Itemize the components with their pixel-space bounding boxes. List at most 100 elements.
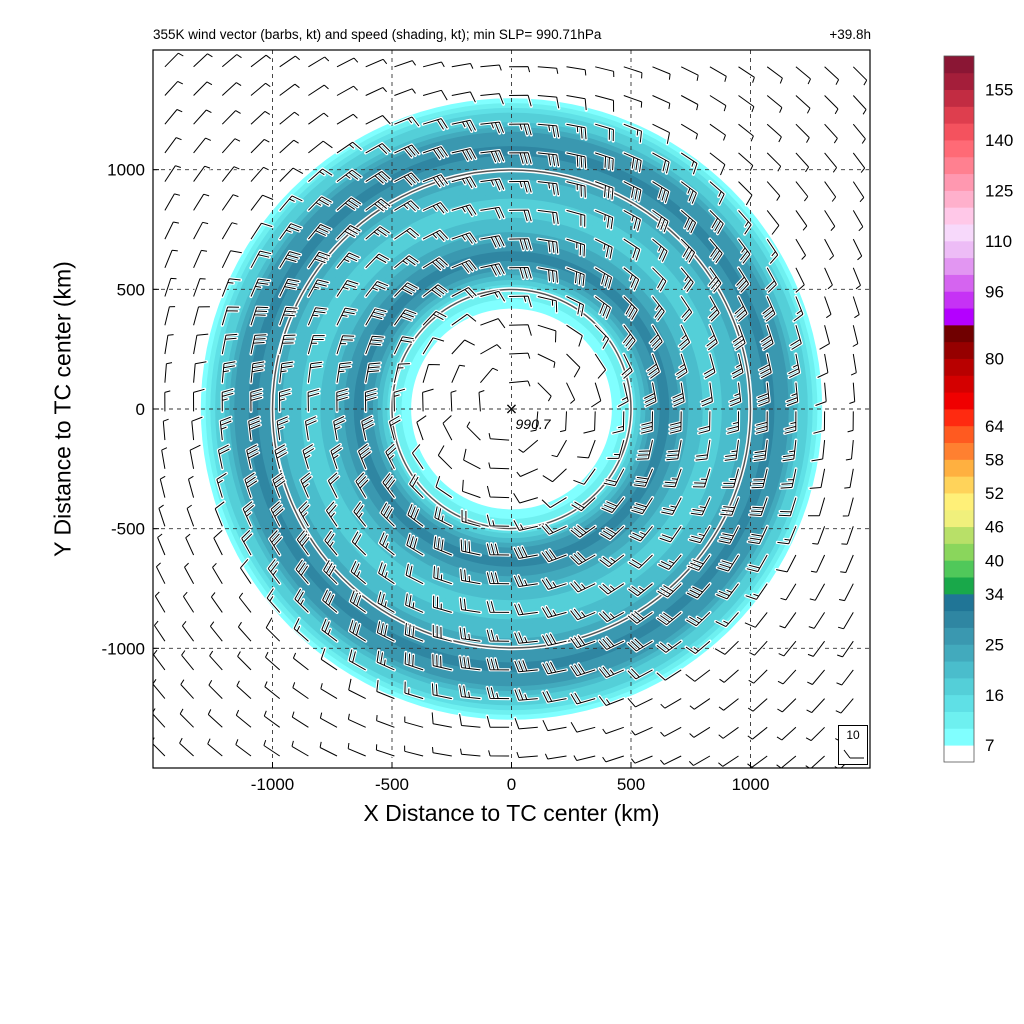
wind-barb: [804, 754, 827, 768]
wind-barb: [220, 332, 239, 356]
wind-barb-line: [336, 307, 357, 326]
wind-barb: [794, 93, 812, 115]
wind-barb-line: [209, 621, 223, 642]
wind-barb-line: [509, 209, 532, 222]
colorbar-tick-label: 58: [985, 450, 1004, 469]
wind-barb-line: [330, 444, 342, 469]
wind-barb: [622, 208, 642, 233]
wind-barb: [375, 649, 396, 672]
wind-barb: [507, 151, 533, 166]
wind-barb: [392, 387, 407, 413]
colorbar-tick-label: 80: [985, 350, 1004, 369]
wind-barb: [405, 532, 425, 557]
wind-barb-line: [627, 638, 653, 652]
wind-barb: [335, 278, 360, 299]
wind-barb: [834, 668, 855, 687]
wind-barb: [478, 234, 506, 249]
wind-barb-line: [509, 295, 532, 308]
y-tick-label: 500: [117, 280, 145, 299]
wind-barb: [564, 208, 587, 229]
wind-barb: [459, 538, 482, 557]
wind-barb-line: [736, 267, 750, 293]
wind-barb: [181, 590, 196, 614]
wind-barb: [670, 381, 686, 408]
wind-barb-line: [308, 224, 332, 240]
wind-barb: [485, 599, 511, 614]
wind-barb-line: [207, 738, 223, 757]
wind-barb: [792, 294, 805, 323]
wind-barb-line: [218, 444, 230, 469]
range-ring: [391, 288, 632, 530]
wind-barb: [192, 108, 213, 126]
wind-barb-line: [208, 679, 223, 699]
wind-barb-line: [566, 296, 584, 317]
chart-title: 355K wind vector (barbs, kt) and speed (…: [153, 27, 602, 42]
wind-barb: [627, 553, 655, 570]
wind-barb-line: [358, 443, 371, 469]
wind-barb: [648, 323, 664, 352]
wind-barb-line: [365, 253, 390, 269]
wind-barb: [635, 438, 655, 461]
wind-barb: [364, 279, 390, 299]
wind-barb-line: [672, 382, 685, 407]
wind-barb-line: [179, 708, 194, 728]
wind-barb-line: [459, 656, 481, 671]
wind-barb: [517, 438, 540, 454]
wind-barb: [598, 553, 626, 569]
wind-barb-line: [747, 698, 768, 712]
wind-barb-line: [570, 663, 596, 677]
wind-barb-line: [623, 181, 642, 202]
wind-barb-line: [839, 583, 854, 602]
wind-barb: [434, 474, 454, 500]
wind-barb: [708, 208, 725, 236]
wind-barb-line: [591, 382, 602, 408]
wind-barb: [679, 122, 700, 141]
wind-barb-line: [805, 755, 825, 768]
wind-barb: [403, 744, 425, 758]
wind-barb: [851, 122, 867, 146]
wind-barb-line: [715, 612, 739, 628]
wind-barb: [460, 508, 482, 528]
wind-barb: [794, 122, 811, 145]
wind-barb: [783, 409, 798, 435]
wind-barb-line: [537, 267, 558, 283]
wind-barb: [765, 151, 783, 173]
wind-barb-line: [451, 259, 477, 273]
wind-barb: [622, 65, 644, 80]
wind-barb-line: [153, 649, 166, 671]
wind-barb-line: [279, 195, 303, 211]
wind-barb: [458, 712, 482, 729]
wind-barb-line: [514, 632, 538, 644]
wind-barb-line: [738, 95, 755, 113]
wind-barb-line: [748, 669, 768, 684]
wind-barb-line: [272, 472, 286, 498]
wind-barb: [597, 582, 626, 596]
wind-barb: [381, 471, 397, 500]
wind-barb: [218, 415, 233, 442]
wind-barb: [433, 504, 454, 528]
wind-barb-line: [193, 81, 213, 96]
wind-barb: [715, 553, 741, 573]
wind-barb-line: [298, 501, 310, 527]
wind-barb-line: [612, 411, 625, 434]
wind-barb-line: [509, 123, 532, 136]
wind-barb: [213, 500, 226, 528]
wind-barb: [689, 496, 712, 517]
wind-barb: [809, 553, 827, 574]
wind-barb: [335, 251, 361, 270]
wind-barb-line: [336, 197, 362, 211]
wind-barb: [507, 294, 533, 309]
colorbar-tick-label: 34: [985, 585, 1004, 604]
wind-barb: [528, 409, 540, 433]
wind-barb: [851, 151, 867, 175]
wind-barb: [364, 334, 386, 356]
wind-barb-line: [279, 334, 296, 355]
wind-barb: [421, 60, 446, 69]
wind-barb-line: [389, 415, 401, 441]
wind-barb: [160, 446, 169, 471]
wind-barb-line: [516, 468, 539, 477]
wind-barb-line: [480, 121, 504, 134]
wind-barb: [278, 305, 300, 327]
colorbar-segment: [944, 543, 974, 561]
wind-barb: [237, 591, 253, 614]
